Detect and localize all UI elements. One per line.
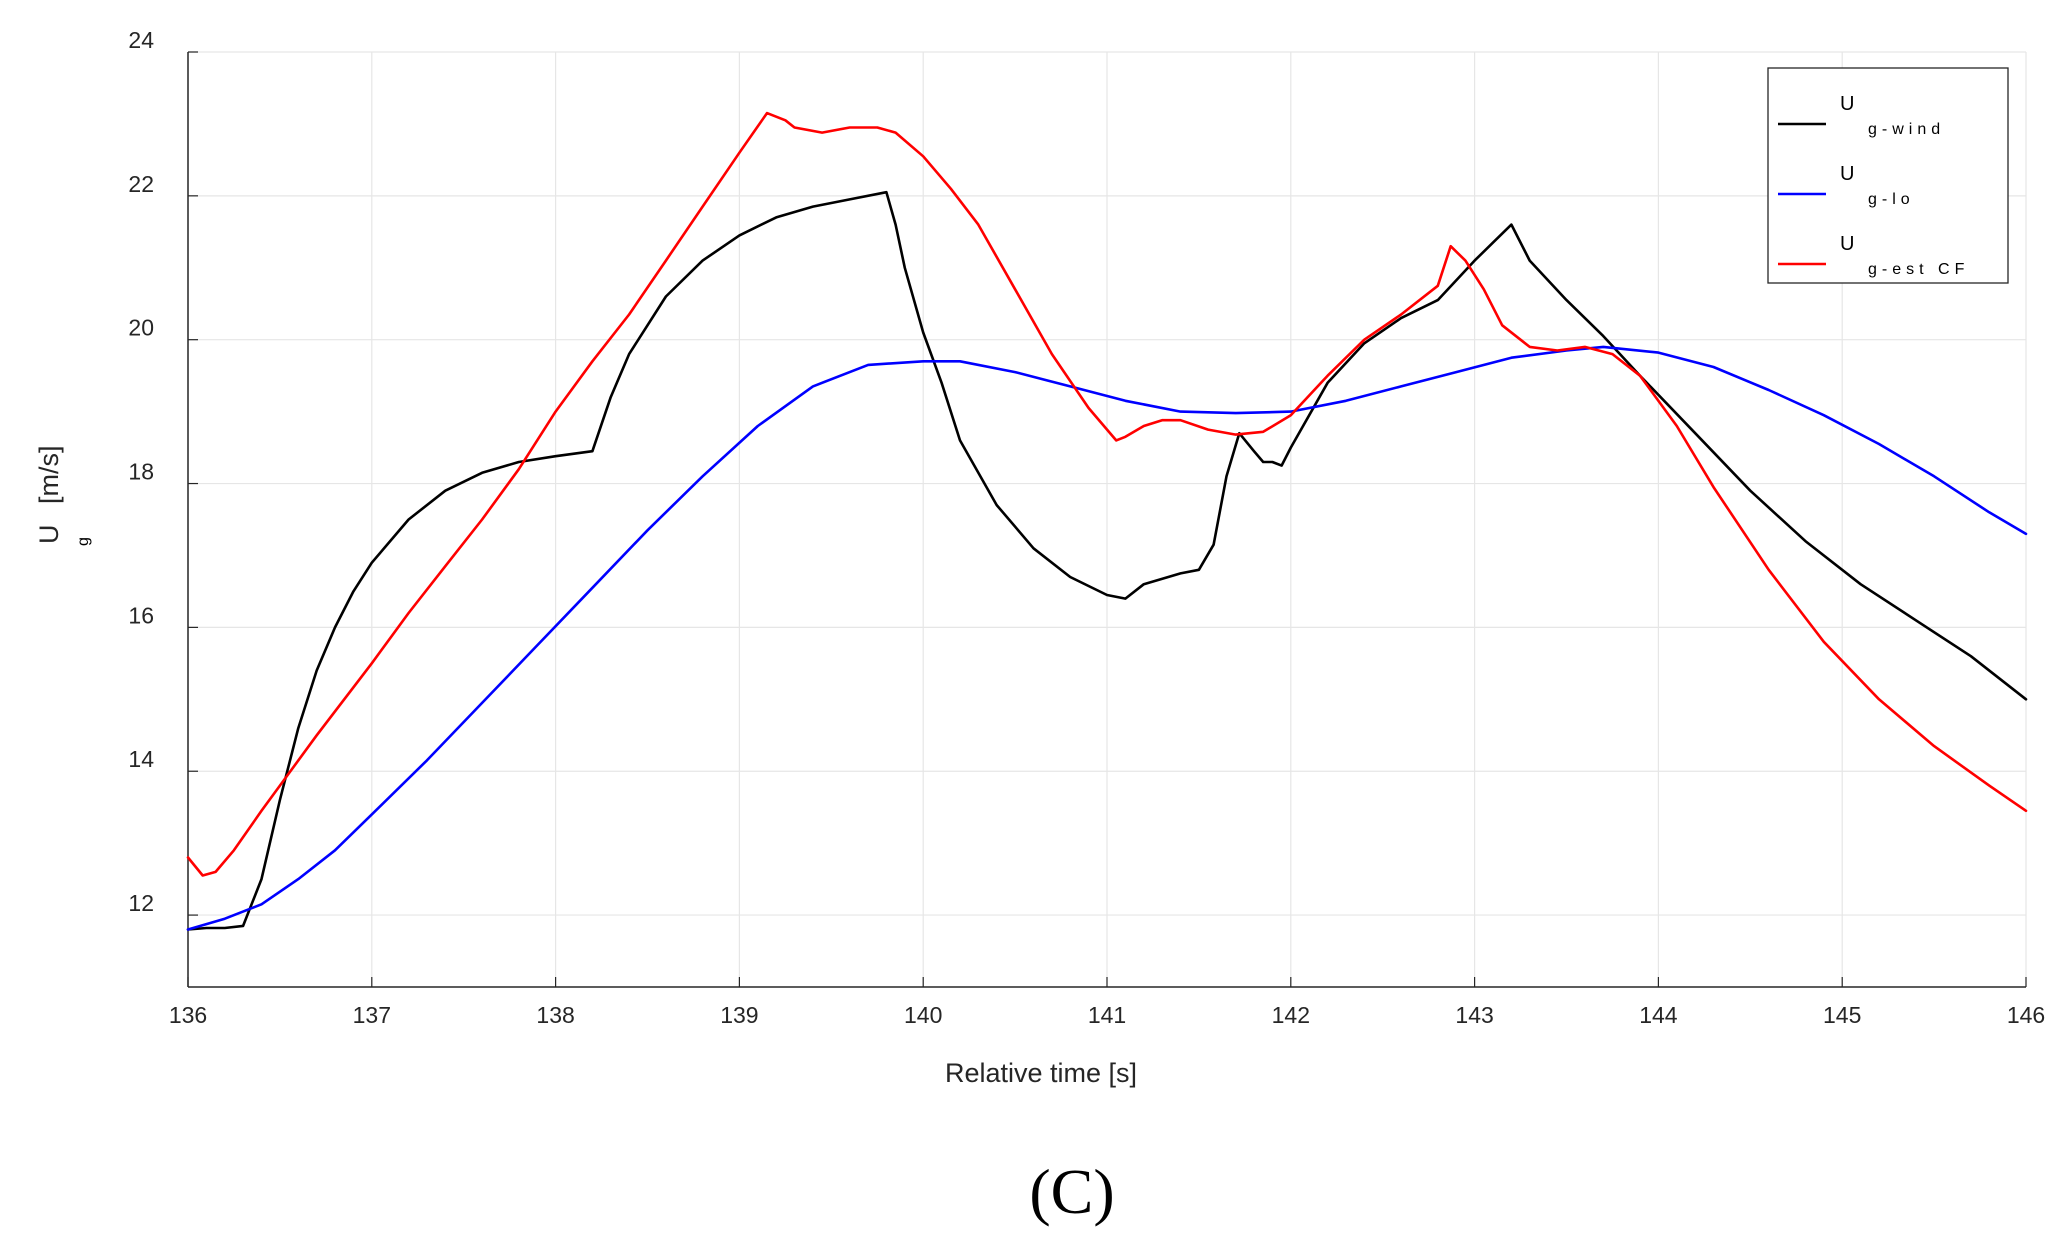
legend-label-sub: g-wind [1868, 121, 1945, 138]
y-tick-label: 22 [128, 171, 154, 197]
y-axis-symbol: U [34, 525, 64, 545]
y-axis-subscript: g [75, 532, 92, 546]
legend: Ug-wind Ug-lo Ug-est CF [1767, 67, 2009, 284]
data-series [186, 111, 2028, 931]
tick-labels: 136 137 138 139 140 141 142 143 144 145 146 12 14 16 1… [128, 27, 2045, 1028]
legend-label-main: U [1840, 93, 1854, 115]
x-tick-label: 145 [1823, 1002, 1861, 1028]
x-tick-label: 146 [2007, 1002, 2045, 1028]
legend-label-sub: g-est CF [1868, 261, 1969, 278]
y-tick-label: 16 [128, 602, 154, 628]
y-axis-title: U g [m/s] [34, 446, 92, 547]
y-tick-label: 24 [128, 27, 154, 53]
x-tick-label: 136 [169, 1002, 207, 1028]
x-tick-label: 143 [1455, 1002, 1493, 1028]
y-tick-label: 20 [128, 315, 154, 341]
x-tick-label: 141 [1088, 1002, 1126, 1028]
y-tick-label: 18 [128, 459, 154, 485]
legend-label-main: U [1840, 163, 1854, 185]
y-axis-unit: [m/s] [34, 446, 64, 505]
y-tick-label: 12 [128, 890, 154, 916]
x-tick-label: 144 [1639, 1002, 1678, 1028]
series-line-1 [186, 190, 2028, 931]
series-line-3 [186, 111, 2028, 877]
x-tick-label: 138 [536, 1002, 574, 1028]
legend-label-sub: g-lo [1868, 191, 1915, 208]
x-tick-label: 142 [1272, 1002, 1310, 1028]
x-tick-label: 140 [904, 1002, 942, 1028]
x-tick-label: 137 [353, 1002, 391, 1028]
panel-label: (C) [1029, 1156, 1114, 1227]
x-tick-label: 139 [720, 1002, 758, 1028]
legend-label-main: U [1840, 233, 1854, 255]
x-axis-title: Relative time [s] [945, 1058, 1137, 1088]
y-tick-label: 14 [128, 746, 154, 772]
legend-box [1767, 67, 2009, 284]
series-line-2 [186, 345, 2028, 931]
gridlines [187, 51, 2027, 987]
